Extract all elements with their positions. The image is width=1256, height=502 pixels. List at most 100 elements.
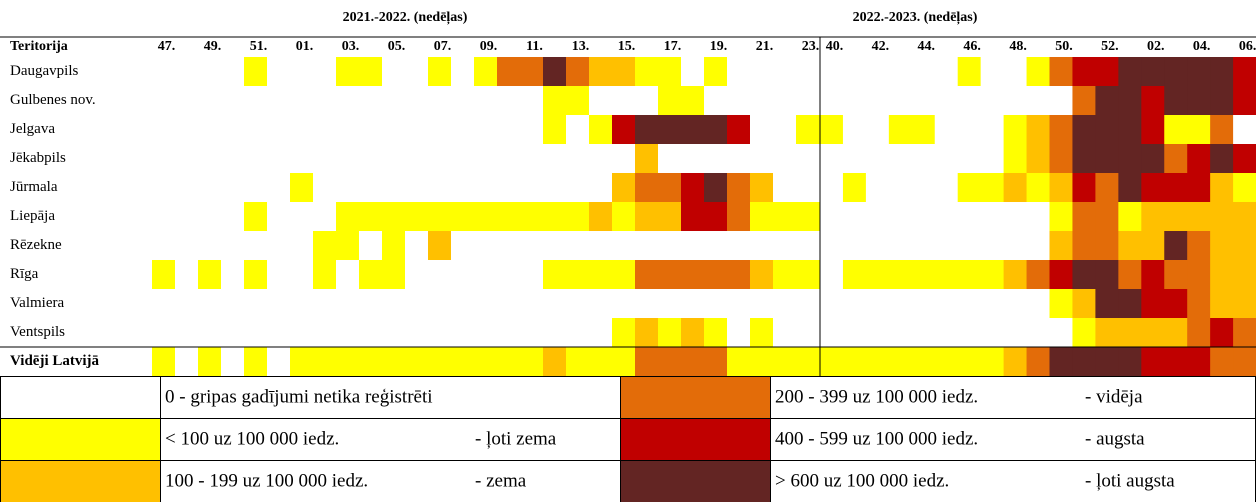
heat-cell bbox=[382, 57, 406, 87]
heat-cell bbox=[589, 289, 613, 319]
heat-cell bbox=[382, 202, 406, 232]
heat-cell bbox=[543, 115, 567, 145]
heat-cell bbox=[957, 347, 982, 377]
heat-cell bbox=[267, 289, 291, 319]
heat-cell bbox=[1233, 231, 1256, 261]
heat-cell bbox=[382, 260, 406, 290]
group-label: 2022.-2023. (nedēļas) bbox=[853, 10, 978, 25]
heat-cell bbox=[1233, 57, 1256, 87]
heat-cell bbox=[474, 260, 498, 290]
heat-cell bbox=[244, 115, 268, 145]
heat-cell bbox=[980, 202, 1005, 232]
heat-cell bbox=[820, 115, 844, 145]
heat-cell bbox=[704, 318, 728, 348]
heat-cell bbox=[681, 202, 705, 232]
heat-cell bbox=[267, 231, 291, 261]
column-label: 07. bbox=[434, 39, 452, 54]
row-label: Rīga bbox=[10, 266, 39, 282]
heat-cell bbox=[336, 86, 360, 116]
heat-cell bbox=[313, 57, 337, 87]
heat-cell bbox=[520, 318, 544, 348]
heat-cell bbox=[382, 144, 406, 174]
heat-cell bbox=[1095, 173, 1119, 203]
heat-cell bbox=[1026, 202, 1050, 232]
heat-cell bbox=[1072, 202, 1096, 232]
heat-cell bbox=[1210, 173, 1234, 203]
heat-cell bbox=[1026, 115, 1050, 145]
heat-cell bbox=[1233, 173, 1256, 203]
column-label: 09. bbox=[480, 39, 498, 54]
heat-cell bbox=[290, 144, 314, 174]
heat-cell bbox=[796, 86, 820, 116]
heat-cell bbox=[957, 318, 982, 348]
heat-cell bbox=[1187, 318, 1211, 348]
heat-cell bbox=[1003, 260, 1028, 290]
heat-cell bbox=[198, 260, 222, 290]
heat-cell bbox=[497, 347, 521, 377]
heat-cell bbox=[773, 289, 797, 319]
heat-cell bbox=[313, 86, 337, 116]
heat-cell bbox=[497, 115, 521, 145]
column-label: 02. bbox=[1147, 39, 1165, 54]
heat-cell bbox=[612, 144, 636, 174]
heat-cell bbox=[635, 57, 659, 87]
heat-cell bbox=[1026, 231, 1050, 261]
heat-cell bbox=[497, 86, 521, 116]
heat-cell bbox=[566, 260, 590, 290]
heat-cell bbox=[405, 231, 429, 261]
heat-cell bbox=[980, 289, 1005, 319]
heat-cell bbox=[1118, 231, 1142, 261]
heat-cell bbox=[267, 144, 291, 174]
heat-cell bbox=[1164, 318, 1188, 348]
heat-cell bbox=[911, 202, 936, 232]
heat-cell bbox=[1233, 347, 1256, 377]
heat-cell bbox=[1210, 57, 1234, 87]
heat-cell bbox=[198, 115, 222, 145]
heat-cell bbox=[865, 231, 890, 261]
heat-cell bbox=[934, 86, 959, 116]
heat-cell bbox=[428, 86, 452, 116]
heat-cell bbox=[1233, 289, 1256, 319]
heat-cell bbox=[1049, 115, 1073, 145]
column-label: 06. bbox=[1239, 39, 1256, 54]
heat-cell bbox=[1164, 86, 1188, 116]
heat-cell bbox=[428, 231, 452, 261]
heat-cell bbox=[267, 260, 291, 290]
heat-cell bbox=[451, 318, 475, 348]
heat-cell bbox=[658, 231, 682, 261]
heat-cell bbox=[290, 115, 314, 145]
heat-cell bbox=[1026, 260, 1050, 290]
row-label: Gulbenes nov. bbox=[10, 92, 96, 108]
heat-cell bbox=[1164, 347, 1188, 377]
heat-cell bbox=[865, 57, 890, 87]
heat-cell bbox=[244, 231, 268, 261]
heat-cell bbox=[451, 347, 475, 377]
heat-cell bbox=[474, 289, 498, 319]
heat-cell bbox=[1049, 260, 1073, 290]
heat-cell bbox=[244, 86, 268, 116]
heat-cell bbox=[428, 202, 452, 232]
row-label: Rēzekne bbox=[10, 237, 62, 253]
heat-cell bbox=[1141, 347, 1165, 377]
heat-cell bbox=[566, 144, 590, 174]
heat-cell bbox=[221, 173, 245, 203]
heat-cell bbox=[290, 57, 314, 87]
heat-cell bbox=[152, 115, 176, 145]
legend-swatch bbox=[0, 418, 161, 461]
heat-cell bbox=[934, 260, 959, 290]
heat-cell bbox=[1233, 260, 1256, 290]
heat-cell bbox=[1003, 202, 1028, 232]
heat-cell bbox=[796, 231, 820, 261]
heat-cell bbox=[727, 260, 751, 290]
heat-cell bbox=[1049, 318, 1073, 348]
heat-cell bbox=[359, 260, 383, 290]
heat-cell bbox=[267, 86, 291, 116]
heat-cell bbox=[474, 86, 498, 116]
heat-cell bbox=[911, 57, 936, 87]
heat-cell bbox=[290, 260, 314, 290]
heat-cell bbox=[451, 57, 475, 87]
heat-cell bbox=[727, 144, 751, 174]
heat-cell bbox=[1095, 260, 1119, 290]
heat-cell bbox=[290, 173, 314, 203]
row-label: Valmiera bbox=[10, 295, 64, 311]
